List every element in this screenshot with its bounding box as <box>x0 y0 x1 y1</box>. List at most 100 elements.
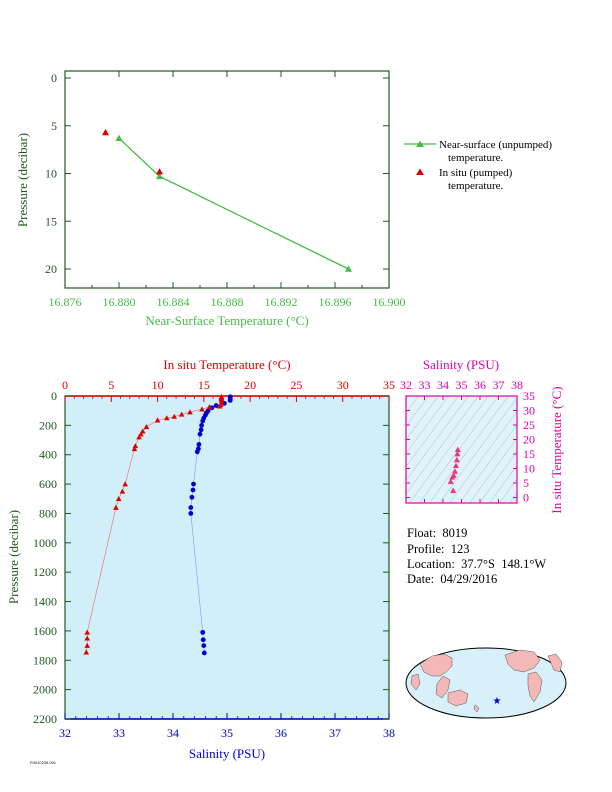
profile-y-axis-label: Pressure (decibar) <box>6 510 21 604</box>
temperature-tick-label: 25 <box>290 378 302 392</box>
world-map: ★ <box>405 647 567 719</box>
landmass-asia <box>419 653 453 677</box>
ts-x-axis-label: Salinity (PSU) <box>423 357 499 372</box>
pressure-tick-label: 400 <box>39 448 57 462</box>
ts-y-tick-label: 5 <box>523 476 529 490</box>
pressure-tick-label: 200 <box>39 418 57 432</box>
landmass-africa-east <box>410 673 421 691</box>
near-surface-x-axis-label: Near-Surface Temperature (°C) <box>145 313 308 328</box>
float-location-star-icon: ★ <box>493 696 502 707</box>
profile-series <box>83 393 233 656</box>
temperature-point <box>84 642 91 648</box>
temperature-point <box>115 495 122 502</box>
salinity-tick-label: 38 <box>383 726 395 740</box>
temperature-tick-label: 5 <box>108 378 114 392</box>
y-tick-label: 5 <box>51 119 57 133</box>
salinity-point <box>198 427 204 433</box>
legend-insitu-label-line1: In situ (pumped) <box>439 167 513 179</box>
density-contour <box>449 410 517 503</box>
legend-insitu-marker <box>416 168 424 175</box>
x-tick-label: 16.900 <box>373 295 406 309</box>
x-tick-label: 16.884 <box>157 295 190 309</box>
salinity-point <box>201 650 207 656</box>
near-surface-temperature-point <box>115 134 123 141</box>
pressure-tick-label: 2200 <box>33 712 57 726</box>
salinity-point <box>200 418 206 424</box>
density-contour <box>469 437 517 503</box>
salinity-point <box>201 643 207 648</box>
profile-number: Profile: 123 <box>407 542 470 556</box>
temperature-point <box>199 406 205 412</box>
salinity-axis-label: Salinity (PSU) <box>189 746 265 761</box>
legend-surface-label-line1: Near-surface (unpumped) <box>439 139 552 151</box>
y-tick-label: 15 <box>45 214 57 228</box>
temperature-tick-label: 10 <box>152 378 164 392</box>
pressure-tick-label: 0 <box>51 389 57 403</box>
salinity-point <box>188 511 194 516</box>
legend-insitu-label-line2: temperature. <box>448 180 504 192</box>
near-surface-series <box>102 128 352 272</box>
temperature-point <box>218 397 225 403</box>
ts-y-tick-label: 35 <box>523 389 535 403</box>
density-contour <box>419 396 499 503</box>
density-contour <box>406 396 419 414</box>
salinity-point <box>191 481 196 487</box>
legend-surface-marker <box>416 140 424 147</box>
temperature-point <box>119 488 126 494</box>
ts-point <box>452 462 459 468</box>
temperature-point <box>84 635 91 641</box>
pressure-tick-label: 2000 <box>33 683 57 697</box>
temperature-tick-label: 0 <box>62 378 68 392</box>
temperature-point <box>178 411 185 417</box>
ts-x-tick-label: 36 <box>474 378 486 392</box>
ts-y-axis-label: In situ Temperature (°C) <box>549 386 564 513</box>
y-tick-label: 0 <box>51 71 57 85</box>
ts-x-ticks: 32 33 34 35 36 37 38 <box>400 378 523 503</box>
salinity-point <box>194 449 200 455</box>
temperature-point <box>164 415 170 421</box>
ts-y-tick-label: 0 <box>523 491 529 505</box>
near-surface-y-ticks: 0 5 10 15 20 <box>45 71 389 276</box>
salinity-point <box>200 637 206 643</box>
ts-y-tick-label: 30 <box>523 404 535 418</box>
density-contour <box>489 464 517 503</box>
ts-point <box>453 456 460 463</box>
density-contour <box>409 396 489 503</box>
density-contour <box>499 478 517 503</box>
landmass-europe-africa <box>547 653 563 673</box>
near-surface-chart: 16.876 16.880 16.884 16.888 16.892 16.896 16.9… <box>15 70 406 328</box>
ts-plot-background <box>406 396 517 503</box>
density-contour <box>479 451 517 503</box>
pressure-tick-label: 1000 <box>33 536 57 550</box>
temperature-axis-label: In situ Temperature (°C) <box>163 357 290 372</box>
salinity-ticks: 32 33 34 35 36 37 38 <box>59 713 395 740</box>
y-tick-label: 20 <box>45 262 57 276</box>
temperature-point <box>171 413 178 419</box>
near-surface-temperature-line <box>118 137 349 270</box>
pressure-tick-label: 800 <box>39 506 57 520</box>
profile-date: Date: 04/29/2016 <box>407 572 498 586</box>
y-tick-label: 10 <box>45 167 57 181</box>
density-contours <box>406 396 517 503</box>
legend-surface-label-line2: temperature. <box>448 152 504 164</box>
ts-points <box>447 446 461 493</box>
salinity-point <box>200 629 206 635</box>
salinity-point <box>199 422 205 428</box>
map-land <box>410 649 563 713</box>
salinity-point <box>197 431 203 437</box>
temperature-point <box>132 443 139 449</box>
ts-y-tick-label: 25 <box>523 418 535 432</box>
temperature-point <box>136 434 142 440</box>
float-location: Location: 37.7°S 148.1°W <box>407 557 547 571</box>
ts-y-tick-label: 15 <box>523 447 535 461</box>
pressure-tick-label: 600 <box>39 477 57 491</box>
salinity-point <box>227 398 233 403</box>
ts-x-tick-label: 35 <box>456 378 468 392</box>
ts-y-tick-label: 20 <box>523 433 535 447</box>
density-contour <box>406 396 479 495</box>
ts-point <box>454 446 461 453</box>
ts-y-tick-label: 10 <box>523 462 535 476</box>
ts-x-tick-label: 37 <box>493 378 505 392</box>
temperature-point <box>83 649 90 655</box>
